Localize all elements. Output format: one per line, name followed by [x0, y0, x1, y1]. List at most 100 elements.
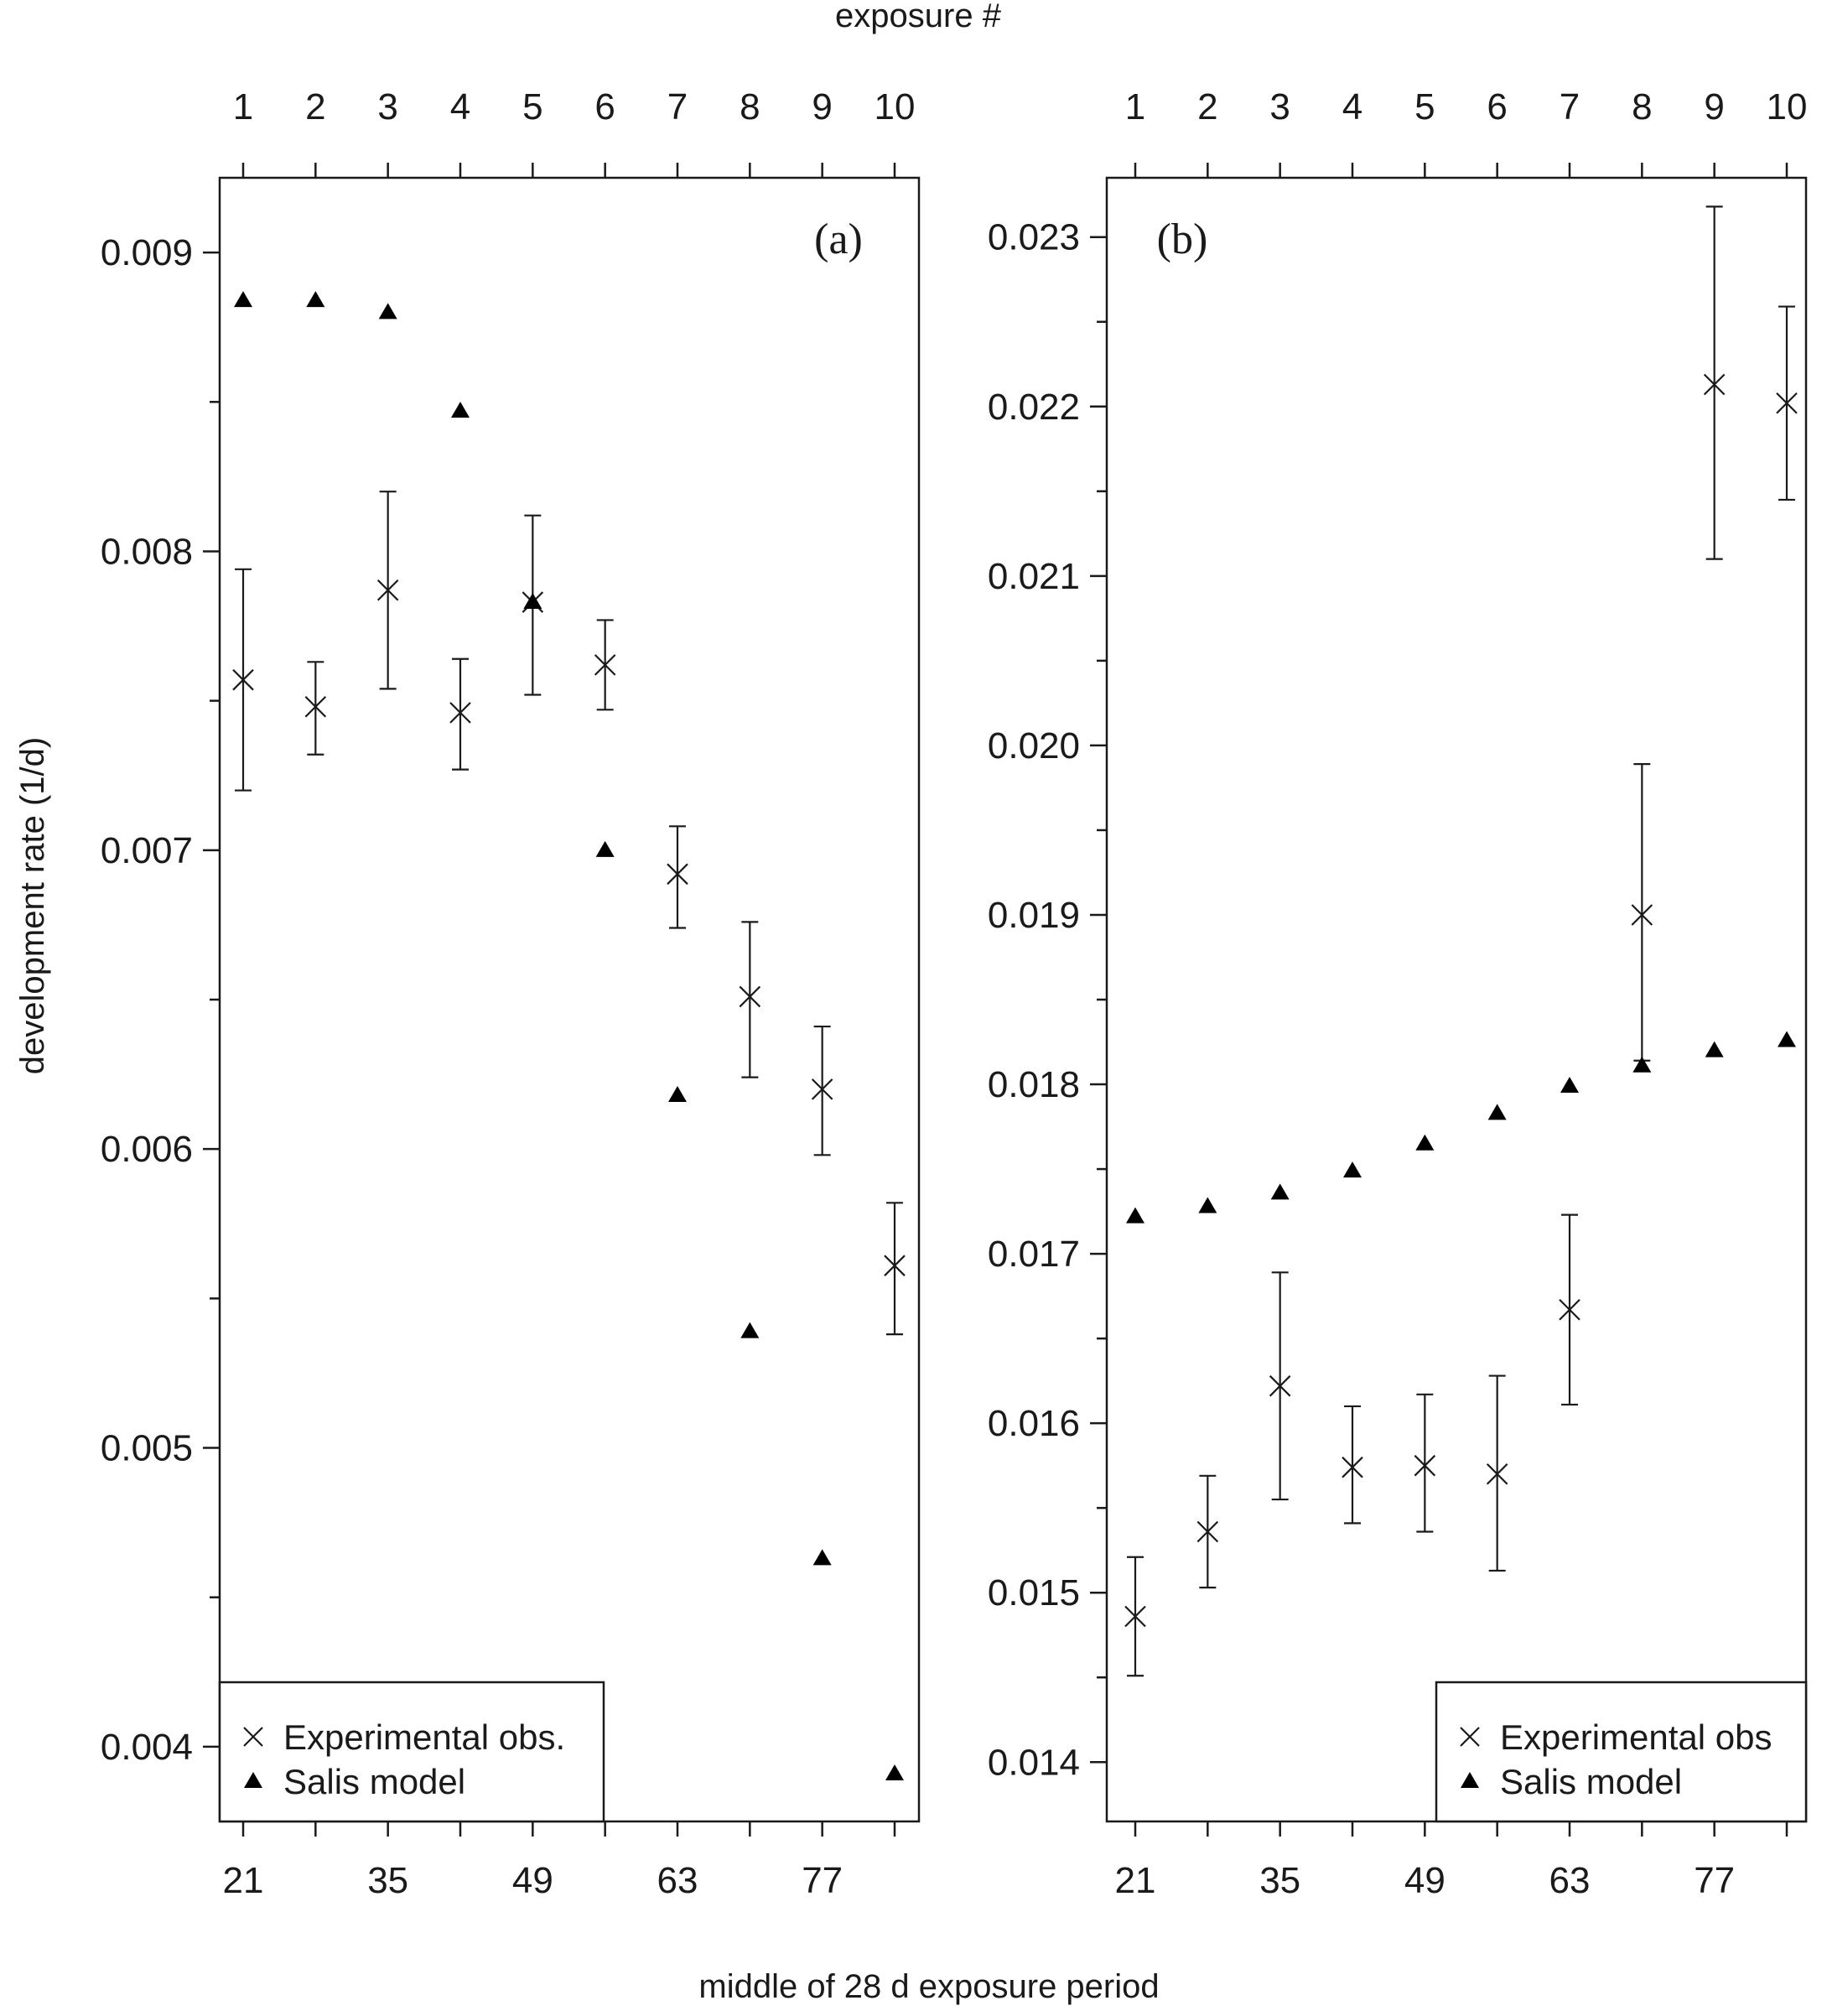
bottom-x-tick-label: 21 [223, 1860, 264, 1901]
legend-model-marker [244, 1772, 262, 1788]
model-marker [668, 1086, 687, 1103]
top-x-tick-label: 5 [1414, 86, 1435, 127]
y-tick-label: 0.015 [988, 1572, 1080, 1613]
model-marker [234, 291, 252, 308]
model-marker [1778, 1031, 1796, 1047]
model-marker [812, 1549, 832, 1566]
y-tick-label: 0.005 [101, 1428, 193, 1469]
legend-observation-marker [1460, 1727, 1480, 1747]
top-x-tick-label: 1 [233, 86, 253, 127]
top-x-tick-label: 4 [1342, 86, 1362, 127]
observation-marker [1703, 373, 1726, 396]
top-x-tick-label: 7 [667, 86, 688, 127]
observation-marker [1559, 1298, 1580, 1321]
top-x-tick-label: 3 [1269, 86, 1290, 127]
legend-label-observation: Experimental obs [1500, 1717, 1773, 1757]
observation-marker [232, 668, 254, 691]
model-marker [595, 840, 615, 857]
bottom-x-tick-label: 77 [1694, 1860, 1735, 1901]
observation-marker [811, 1078, 833, 1100]
top-x-tick-label: 6 [1487, 86, 1507, 127]
y-tick-label: 0.006 [101, 1129, 193, 1170]
top-x-axis-title: exposure # [835, 0, 1002, 34]
model-marker [1705, 1041, 1724, 1057]
top-x-tick-label: 10 [875, 86, 916, 127]
observation-marker [1486, 1463, 1508, 1485]
observation-marker [1776, 392, 1798, 414]
y-tick-label: 0.008 [101, 531, 193, 572]
observation-marker [1124, 1605, 1146, 1628]
top-x-tick-label: 6 [594, 86, 615, 127]
observation-marker [884, 1255, 906, 1276]
top-x-tick-label: 2 [1197, 86, 1217, 127]
y-axis-title: development rate (1/d) [14, 737, 51, 1074]
observation-marker [449, 702, 471, 724]
y-tick-label: 0.009 [101, 232, 193, 273]
observation-marker [739, 985, 761, 1008]
bottom-x-tick-label: 49 [1404, 1860, 1446, 1901]
top-x-tick-label: 8 [1632, 86, 1652, 127]
model-marker [451, 401, 470, 418]
top-x-tick-label: 9 [812, 86, 832, 127]
top-x-tick-label: 1 [1125, 86, 1145, 127]
model-marker [1560, 1077, 1579, 1094]
model-marker [740, 1322, 760, 1338]
model-marker [1126, 1207, 1144, 1224]
y-tick-label: 0.007 [101, 830, 193, 871]
legend-model-marker [1461, 1772, 1479, 1788]
bottom-x-tick-label: 35 [1259, 1860, 1300, 1901]
legend-box [218, 1681, 605, 1823]
top-x-tick-label: 5 [522, 86, 542, 127]
y-tick-label: 0.019 [988, 895, 1080, 936]
model-marker [885, 1764, 904, 1780]
model-marker [1415, 1134, 1435, 1151]
legend-box [1435, 1681, 1808, 1823]
top-x-tick-label: 10 [1767, 86, 1808, 127]
observation-marker [667, 863, 688, 886]
model-marker [1270, 1183, 1290, 1200]
top-x-tick-label: 4 [450, 86, 470, 127]
panel-label: (b) [1157, 216, 1208, 263]
model-marker [1632, 1056, 1652, 1073]
top-x-tick-label: 8 [740, 86, 760, 127]
observation-marker [1196, 1520, 1219, 1543]
legend-observation-marker [243, 1727, 263, 1747]
y-tick-label: 0.021 [988, 556, 1080, 597]
observation-marker [304, 695, 327, 718]
model-marker [1487, 1104, 1507, 1120]
bottom-x-tick-label: 77 [802, 1860, 843, 1901]
bottom-x-tick-label: 49 [512, 1860, 553, 1901]
observation-marker [376, 579, 399, 601]
plot-frame [218, 176, 921, 1823]
panel-label: (a) [814, 216, 863, 263]
y-tick-label: 0.016 [988, 1403, 1080, 1444]
observation-marker [1631, 904, 1653, 926]
panel-a: 1 2 3 4 5 6 7 8 9 10 21 35 49 63 77 0.004 0.005 0.006 0.00… [101, 86, 921, 1901]
y-tick-label: 0.004 [101, 1727, 193, 1768]
model-marker [1198, 1197, 1217, 1213]
model-marker [306, 291, 325, 308]
model-marker [523, 593, 542, 610]
legend-label-model: Salis model [1500, 1762, 1682, 1801]
observation-marker [1414, 1454, 1436, 1477]
top-x-tick-label: 7 [1560, 86, 1580, 127]
bottom-x-axis-title: middle of 28 d exposure period [698, 1968, 1159, 2005]
y-tick-label: 0.020 [988, 725, 1080, 766]
bottom-x-tick-label: 35 [367, 1860, 408, 1901]
model-marker [1343, 1161, 1362, 1178]
top-x-tick-label: 2 [305, 86, 325, 127]
y-tick-label: 0.018 [988, 1064, 1080, 1105]
observation-marker [1342, 1456, 1363, 1478]
model-marker [378, 303, 397, 320]
plot-frame [1105, 176, 1808, 1823]
y-tick-label: 0.014 [988, 1742, 1080, 1783]
y-tick-label: 0.017 [988, 1234, 1080, 1275]
bottom-x-tick-label: 63 [657, 1860, 698, 1901]
observation-marker [594, 654, 616, 676]
legend-label-observation: Experimental obs. [283, 1717, 565, 1757]
y-tick-label: 0.022 [988, 387, 1080, 428]
bottom-x-tick-label: 21 [1115, 1860, 1156, 1901]
top-x-tick-label: 3 [377, 86, 397, 127]
top-x-tick-label: 9 [1704, 86, 1724, 127]
